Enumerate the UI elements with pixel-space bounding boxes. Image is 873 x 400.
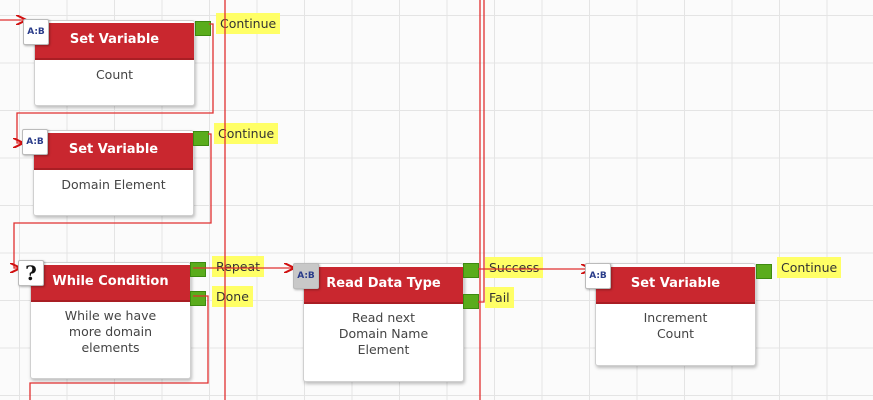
output-label: Success [485,257,544,278]
output-port-done[interactable] [190,291,206,306]
ab-variable-icon: A:B [585,263,611,289]
while-condition-node[interactable]: While Condition While we have more domai… [30,262,191,379]
set-variable-count-node[interactable]: Set Variable Count [34,20,195,106]
question-icon: ? [18,260,44,286]
node-title: While Condition [31,265,190,302]
ab-variable-icon: A:B [22,129,48,155]
output-label: Continue [777,257,842,278]
output-label: Continue [216,13,281,34]
node-body: Read next Domain Name Element [338,310,429,357]
output-port-repeat[interactable] [190,262,206,277]
ab-variable-icon: A:B [23,19,49,45]
output-port-continue[interactable] [193,131,209,146]
node-title: Read Data Type [304,267,463,304]
output-label: Done [212,286,253,307]
set-variable-increment-count-node[interactable]: Set Variable Increment Count [595,263,756,366]
ab-variable-icon: A:B [293,263,319,289]
node-body: Count [95,67,134,82]
node-body: Increment Count [643,310,708,341]
output-label: Continue [214,123,279,144]
set-variable-domain-element-node[interactable]: Set Variable Domain Element [33,130,194,216]
output-port-fail[interactable] [463,294,479,309]
node-body: Domain Element [61,177,166,192]
node-title: Set Variable [596,267,755,304]
output-port-continue[interactable] [195,21,211,36]
node-title: Set Variable [35,23,194,60]
node-body: While we have more domain elements [64,308,157,355]
output-label: Fail [485,287,514,308]
output-label: Repeat [212,256,265,277]
output-port-continue[interactable] [756,264,772,279]
node-title: Set Variable [34,133,193,170]
output-port-success[interactable] [463,263,479,278]
read-data-type-node[interactable]: Read Data Type Read next Domain Name Ele… [303,263,464,382]
